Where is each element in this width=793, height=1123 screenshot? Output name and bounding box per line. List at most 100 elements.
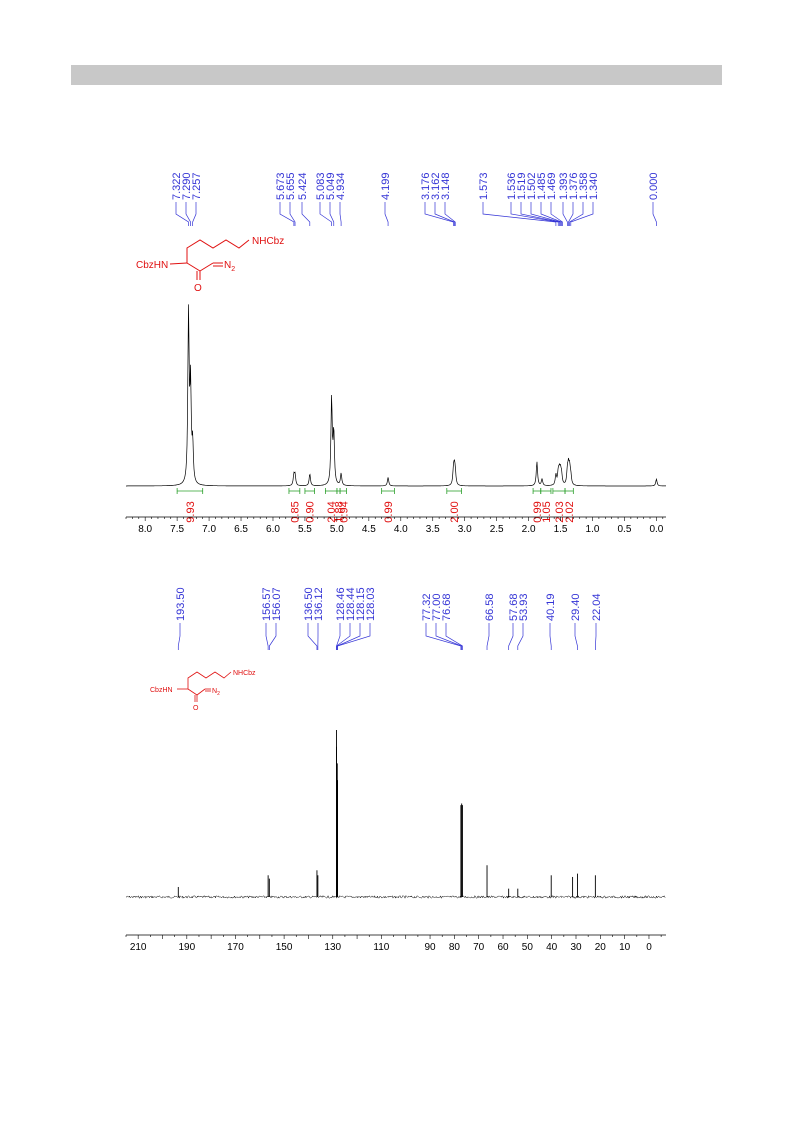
h1-peak-label: 7.257	[191, 172, 203, 200]
c13-peak-label: 77.00	[431, 593, 443, 621]
h1-label-connector	[289, 202, 296, 226]
c13-peak-label: 57.68	[508, 593, 520, 621]
c13-peak-label: 29.40	[570, 593, 582, 621]
h1-integral-value: 0.99	[383, 501, 395, 522]
c13-label-connector	[337, 623, 371, 650]
c13-structure-n: N	[212, 688, 217, 695]
h1-x-tick-label: 7.0	[202, 524, 216, 535]
h1-peak-label: 3.162	[430, 172, 442, 200]
c13-x-tick-label: 190	[178, 942, 195, 953]
h1-peak-label: 1.519	[516, 172, 528, 200]
c13-label-connector	[425, 623, 462, 650]
h1-label-connector	[329, 202, 335, 226]
h1-x-tick-label: 0.5	[618, 524, 632, 535]
h1-structure-bond-co	[186, 262, 201, 272]
h1-x-tick-label: 5.0	[330, 524, 344, 535]
c13-x-tick-label: 110	[373, 942, 389, 953]
c13-label-connector	[549, 623, 552, 650]
h1-x-tick-label: 3.0	[458, 524, 472, 535]
h1-trace	[126, 304, 666, 487]
c13-x-tick-label: 30	[570, 942, 582, 953]
h1-integral-value: 9.93	[185, 501, 197, 522]
h1-peak-label: 1.376	[568, 172, 580, 200]
h1-x-tick-label: 6.5	[234, 524, 248, 535]
h1-peak-label: 7.290	[181, 172, 193, 200]
h1-peak-label: 4.934	[335, 172, 347, 200]
h1-x-tick-label: 8.0	[138, 524, 152, 535]
c13-label-connector	[307, 623, 318, 650]
h1-label-connector	[434, 202, 455, 226]
c13-x-tick-label: 0	[646, 942, 652, 953]
c13-x-tick-label: 150	[276, 942, 293, 953]
h1-label-connector	[301, 202, 311, 226]
c13-peak-label: 77.32	[421, 593, 433, 621]
h1-label-connector	[550, 202, 563, 226]
h1-label-connector	[652, 202, 657, 226]
c13-peak-label: 22.04	[591, 593, 603, 621]
h1-peak-label: 3.176	[420, 172, 432, 200]
c13-peak-label: 76.68	[441, 593, 453, 621]
h1-x-tick-label: 4.0	[394, 524, 408, 535]
h1-peak-label: 5.049	[325, 172, 337, 200]
h1-label-connector	[339, 202, 342, 226]
h1-integral-value: 2.02	[564, 501, 576, 522]
h1-peak-label: 4.199	[380, 172, 392, 200]
c13-label-connector	[574, 623, 578, 650]
c13-x-tick-label: 20	[595, 942, 607, 953]
c13-peak-label: 128.03	[365, 587, 377, 621]
h1-integral-value: 2.00	[449, 501, 461, 522]
h1-label-connector	[568, 202, 574, 226]
c13-peak-label: 66.58	[484, 593, 496, 621]
h1-label-connector	[424, 202, 454, 226]
c13-peak-label: 156.57	[261, 587, 273, 621]
c13-structure-n2: N2	[212, 688, 220, 697]
c13-label-connector	[486, 623, 490, 650]
c13-structure-n-sub: 2	[217, 691, 220, 697]
h1-peak-label: 1.340	[588, 172, 600, 200]
h1-peak-label: 1.502	[526, 172, 538, 200]
c13-x-tick-label: 60	[497, 942, 509, 953]
h1-peak-label: 3.148	[440, 172, 452, 200]
h1-structure-cbzhn: CbzHN	[136, 260, 168, 271]
h1-x-tick-label: 5.5	[298, 524, 312, 535]
c13-x-tick-label: 10	[619, 942, 631, 953]
c13-peak-label: 156.07	[271, 587, 283, 621]
c13-label-connector	[336, 623, 361, 650]
h1-structure-o: O	[194, 283, 202, 294]
h1-x-tick-label: 1.0	[586, 524, 600, 535]
c13-x-tick-label: 170	[227, 942, 244, 953]
h1-peak-label: 1.536	[506, 172, 518, 200]
h1-label-connector	[520, 202, 560, 226]
h1-label-connector	[319, 202, 332, 226]
h1-x-tick-label: 4.5	[362, 524, 376, 535]
c13-label-connector	[177, 623, 181, 650]
h1-structure-bond-nh	[169, 262, 188, 265]
h1-label-connector	[530, 202, 561, 226]
c13-label-connector	[508, 623, 514, 650]
h1-peak-label: 7.322	[171, 172, 183, 200]
c13-structure-bond-cn	[196, 688, 206, 696]
c13-baseline	[125, 895, 666, 900]
h1-x-tick-label: 7.5	[170, 524, 184, 535]
c13-label-connector	[265, 623, 269, 650]
c13-label-connector	[435, 623, 463, 650]
h1-peak-label: 5.083	[315, 172, 327, 200]
c13-label-connector	[517, 623, 524, 650]
h1-peak-label: 1.358	[578, 172, 590, 200]
c13-structure-cbzhn: CbzHN	[150, 687, 173, 694]
c13-peak-label: 193.50	[175, 587, 187, 621]
h1-peak-label: 0.000	[648, 172, 660, 200]
h1-peak-label: 5.655	[285, 172, 297, 200]
c13-peak-label: 40.19	[545, 593, 557, 621]
h1-label-connector	[510, 202, 559, 226]
c13-peak-label: 128.46	[335, 587, 347, 621]
h1-label-connector	[482, 202, 557, 226]
c13-structure-nhcbz: NHCbz	[233, 670, 256, 677]
c13-structure-bond-co	[187, 688, 198, 696]
h1-structure-n2: N2	[224, 260, 235, 273]
h1-peak-label: 1.393	[558, 172, 570, 200]
h1-peak-label: 5.424	[297, 172, 309, 200]
